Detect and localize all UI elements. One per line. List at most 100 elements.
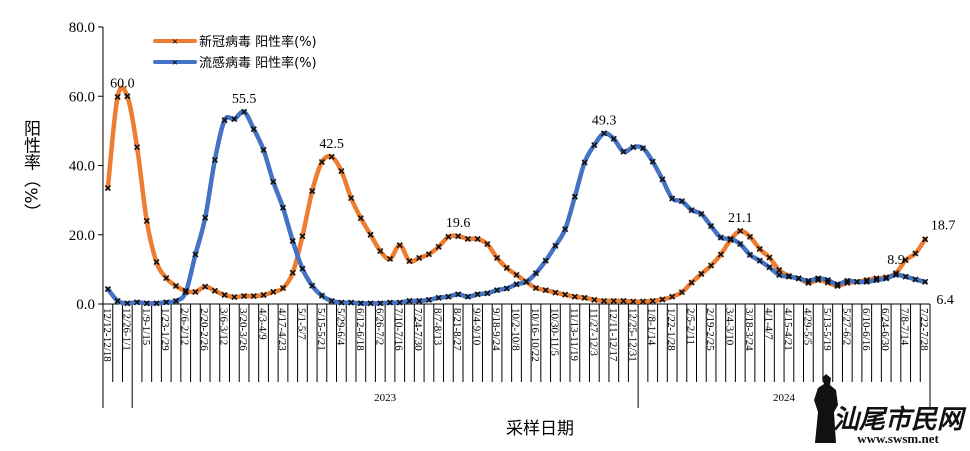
data-point-covid <box>844 279 851 286</box>
data-point-covid <box>416 254 423 262</box>
x-tick-label: 7/24-7/30 <box>412 308 424 351</box>
data-point-covid <box>464 235 471 242</box>
data-point-covid <box>425 251 433 258</box>
x-tick-label: 8/21-8/27 <box>451 308 463 351</box>
data-point-covid <box>630 298 637 305</box>
data-point-covid <box>435 243 442 250</box>
x-tick-label: 3/6-3/12 <box>218 308 230 345</box>
x-tick-label: 1/8-1/14 <box>646 308 658 346</box>
data-point-flu <box>114 297 121 304</box>
data-point-covid <box>270 288 277 295</box>
data-point-covid <box>192 288 199 295</box>
data-label-flu: 6.4 <box>936 293 954 308</box>
data-point-flu <box>299 265 306 272</box>
data-point-covid <box>815 277 822 284</box>
data-point-flu <box>669 195 676 202</box>
x-tick-label: 4/3-4/9 <box>257 308 269 340</box>
data-point-covid <box>484 241 491 248</box>
data-point-covid <box>737 227 744 235</box>
data-point-covid <box>445 233 452 240</box>
data-point-flu <box>688 207 695 214</box>
data-point-flu <box>133 299 141 306</box>
y-axis-title: 阳性率（%） <box>20 119 41 220</box>
data-point-flu <box>902 273 909 280</box>
x-tick-label: 4/17-4/23 <box>276 308 288 351</box>
legend-item-covid: × 新冠病毒 阳性率(%) <box>153 34 317 50</box>
x-axis-categories: 12/12-12/18 12/26-1/1 1/9-1/15 1/23-1/29 2/6… <box>101 304 931 408</box>
legend-item-flu: × 流感病毒 阳性率(%) <box>153 55 317 71</box>
data-point-covid <box>289 269 296 276</box>
x-tick-label: 11/13-11/19 <box>568 308 580 361</box>
data-point-flu <box>639 145 647 152</box>
data-point-flu <box>785 273 792 280</box>
data-point-flu <box>756 257 763 264</box>
data-label-covid: 18.7 <box>931 218 956 233</box>
data-point-flu <box>241 108 248 115</box>
data-point-covid <box>367 231 374 238</box>
x-tick-label: 6/24-6/30 <box>879 308 891 351</box>
data-point-flu <box>309 282 316 289</box>
data-point-covid <box>318 158 325 166</box>
x-tick-label: 4/1-4/7 <box>762 308 774 340</box>
data-point-covid <box>708 262 715 269</box>
data-point-covid <box>532 285 540 292</box>
data-point-covid <box>542 287 549 294</box>
data-point-flu <box>455 291 462 298</box>
data-point-covid <box>912 250 919 257</box>
data-point-flu <box>523 278 530 285</box>
data-point-flu <box>464 293 471 300</box>
data-point-covid <box>698 270 705 277</box>
data-point-flu <box>153 300 160 307</box>
data-point-flu <box>552 242 559 249</box>
data-point-covid <box>241 292 248 300</box>
data-point-flu <box>659 176 666 183</box>
x-tick-label: 12/11-12/17 <box>607 308 619 362</box>
data-point-covid <box>892 270 900 277</box>
series-lines <box>104 85 929 307</box>
data-point-covid <box>172 282 180 290</box>
data-point-flu <box>698 210 705 218</box>
legend-label-flu: 流感病毒 阳性率(%) <box>199 55 317 71</box>
data-point-covid <box>211 287 218 294</box>
data-point-covid <box>328 153 335 160</box>
data-point-covid <box>805 279 812 286</box>
data-point-flu <box>863 278 870 285</box>
legend-marker-flu: × <box>172 57 178 69</box>
data-point-covid <box>581 294 588 301</box>
x-tick-label: 5/15-5/21 <box>315 308 327 351</box>
data-point-flu <box>746 251 754 258</box>
data-point-flu <box>260 146 267 153</box>
x-tick-label: 12/26-1/1 <box>120 308 132 351</box>
data-point-flu <box>270 178 277 185</box>
data-point-flu <box>708 223 715 230</box>
data-point-flu <box>542 257 549 264</box>
data-point-covid <box>348 194 355 202</box>
data-point-covid <box>357 215 364 222</box>
data-point-flu <box>318 292 325 299</box>
x-tick-label: 2/20-2/26 <box>198 308 210 351</box>
data-point-covid <box>493 254 501 262</box>
data-point-covid <box>639 298 647 305</box>
data-point-covid <box>163 274 170 282</box>
data-point-flu <box>493 287 501 294</box>
data-point-flu <box>776 271 783 278</box>
data-point-covid <box>133 144 141 151</box>
data-point-covid <box>406 257 413 265</box>
data-point-flu <box>192 251 199 258</box>
data-point-covid <box>571 293 578 300</box>
data-point-flu <box>172 297 180 304</box>
data-point-covid <box>902 256 909 264</box>
data-point-flu <box>377 300 384 307</box>
year-label: 2024 <box>773 392 796 404</box>
x-tick-label: 4/15-4/21 <box>782 308 794 351</box>
data-point-covid <box>124 93 131 100</box>
data-point-covid <box>202 283 209 290</box>
data-point-flu <box>338 299 345 306</box>
data-point-flu <box>503 285 510 292</box>
data-point-covid <box>221 291 228 299</box>
data-point-covid <box>143 217 150 224</box>
data-point-flu <box>766 264 773 271</box>
data-point-covid <box>474 235 481 242</box>
y-tick-label: 40.0 <box>69 159 95 175</box>
